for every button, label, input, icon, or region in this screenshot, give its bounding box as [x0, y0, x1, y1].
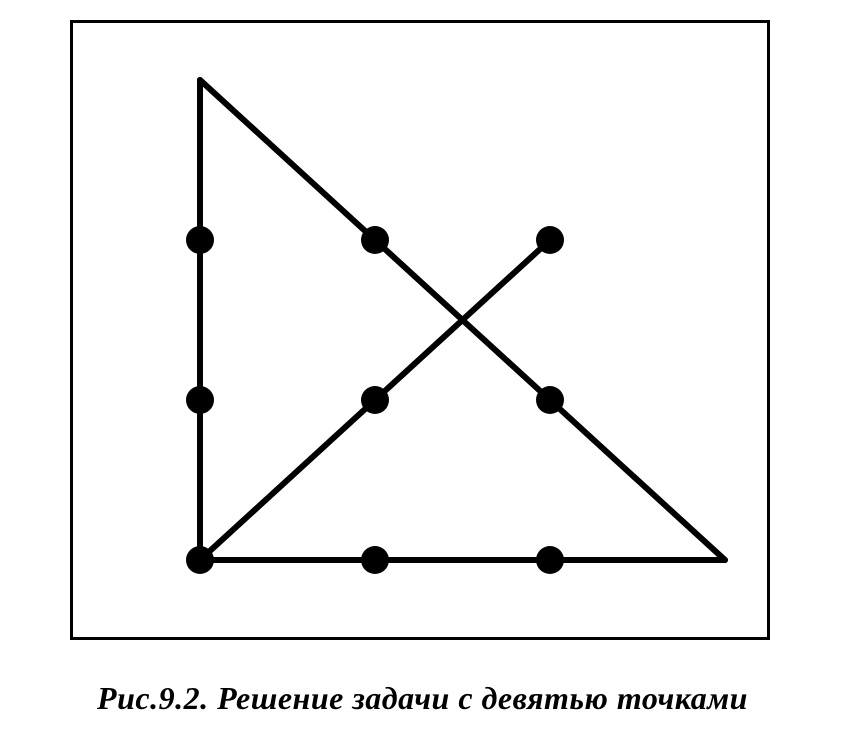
grid-dot	[186, 226, 214, 254]
grid-dot	[361, 386, 389, 414]
nine-dots-diagram	[0, 0, 845, 744]
grid-dot	[361, 546, 389, 574]
grid-dot	[186, 386, 214, 414]
grid-dot	[536, 386, 564, 414]
grid-dot	[536, 226, 564, 254]
figure-caption: Рис.9.2. Решение задачи с девятью точкам…	[0, 680, 845, 717]
figure-wrapper: Рис.9.2. Решение задачи с девятью точкам…	[0, 0, 845, 744]
grid-dot	[186, 546, 214, 574]
grid-dot	[536, 546, 564, 574]
grid-dot	[361, 226, 389, 254]
